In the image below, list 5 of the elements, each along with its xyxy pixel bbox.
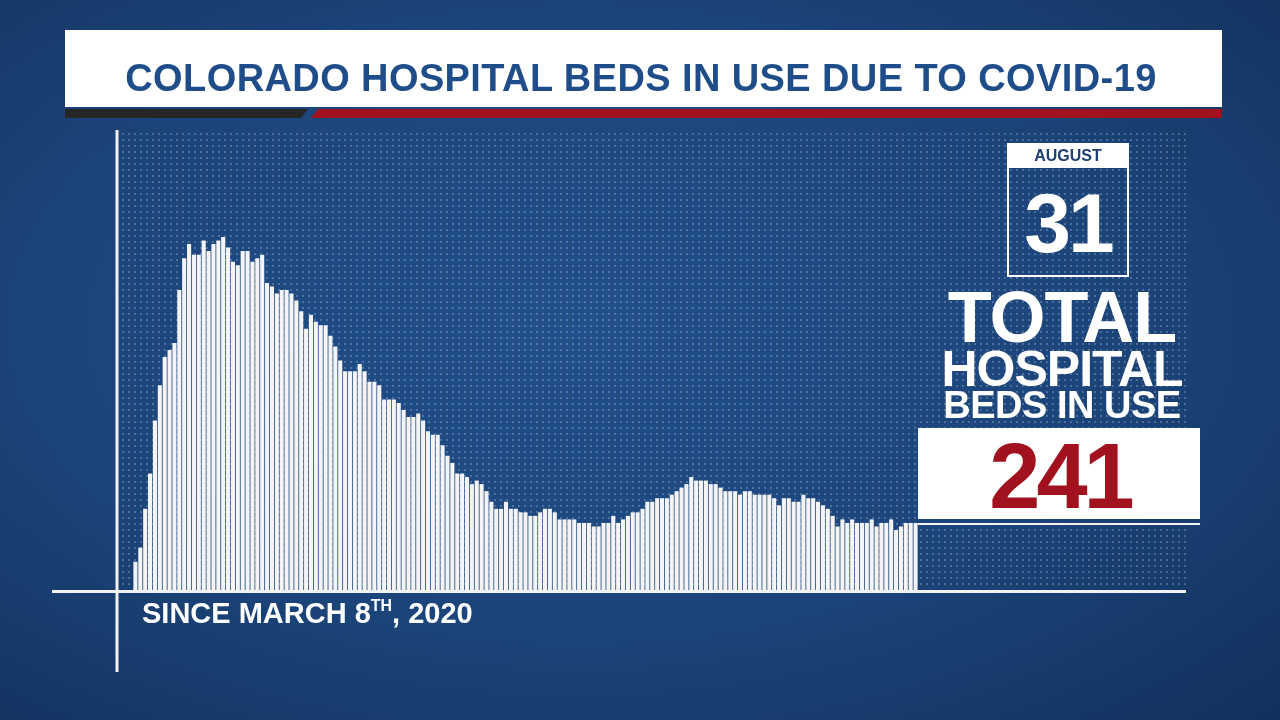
text: AUGUST [1034,147,1102,164]
text: 31 [1024,176,1112,270]
text: 241 [989,425,1131,527]
chart-title: COLORADO HOSPITAL BEDS IN USE DUE TO COVID-19 [125,57,1157,99]
text: SINCE MARCH 8$^{TH}$, 2020 [142,597,473,629]
